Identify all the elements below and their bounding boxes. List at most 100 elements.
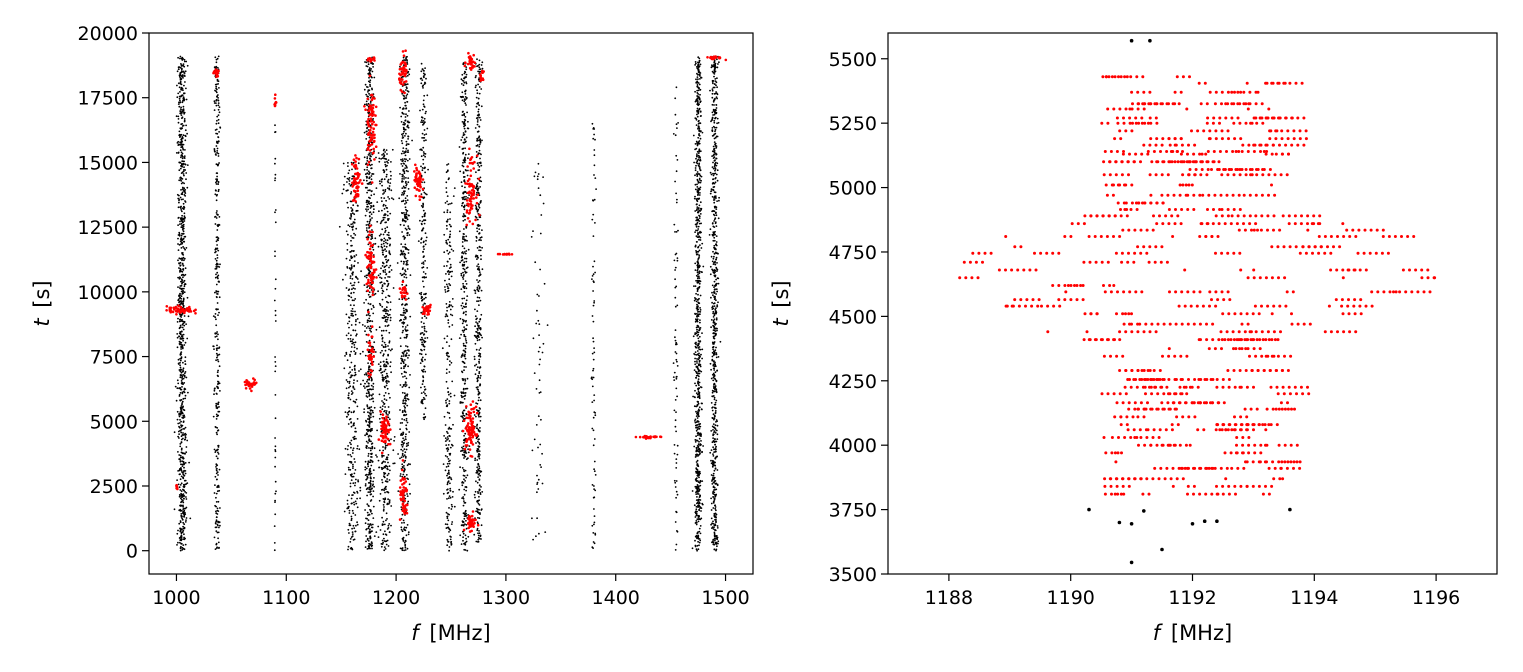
black-data-point [179, 413, 182, 416]
black-data-point [404, 197, 407, 200]
black-data-point [405, 213, 408, 216]
black-data-point [401, 231, 403, 233]
black-data-point [177, 529, 179, 532]
black-data-point [403, 470, 405, 473]
black-data-point [357, 479, 359, 481]
black-data-point [458, 337, 461, 339]
black-data-point [349, 217, 351, 220]
black-data-point [462, 267, 465, 270]
black-data-point [386, 226, 389, 229]
black-data-point [401, 549, 404, 552]
black-data-point [182, 320, 185, 323]
black-data-point [452, 195, 455, 198]
black-data-point [182, 287, 185, 290]
black-data-point [592, 337, 594, 340]
black-data-point [176, 333, 179, 335]
black-data-point [385, 173, 388, 176]
black-data-point [183, 160, 186, 163]
black-data-point [177, 56, 180, 59]
black-data-point [406, 324, 409, 327]
black-data-point [387, 159, 390, 162]
black-data-point [368, 92, 370, 95]
black-data-point [180, 348, 183, 350]
black-data-point [350, 390, 353, 392]
black-data-point [345, 379, 348, 381]
black-data-point [384, 392, 387, 394]
black-data-point [477, 290, 480, 293]
black-data-point [383, 208, 386, 210]
black-data-point [383, 237, 386, 240]
black-data-point [446, 523, 449, 526]
black-data-point [180, 498, 183, 501]
black-data-point [215, 212, 218, 214]
black-data-point [480, 239, 482, 242]
black-data-point [404, 546, 407, 549]
black-data-point [425, 330, 428, 333]
black-data-point [346, 322, 349, 325]
black-data-point [448, 305, 450, 308]
black-data-point [406, 232, 409, 235]
black-data-point [475, 348, 478, 351]
black-data-point [216, 229, 219, 231]
black-data-point [181, 191, 184, 194]
black-data-point [477, 83, 479, 86]
black-data-point [350, 517, 353, 520]
black-data-point [463, 208, 466, 211]
black-data-point [541, 351, 544, 354]
black-data-point [380, 334, 383, 337]
black-data-point [181, 224, 184, 227]
black-data-point [377, 525, 380, 528]
black-data-point [178, 332, 181, 335]
black-data-point [215, 259, 218, 262]
black-data-point [349, 250, 352, 253]
black-data-point [181, 143, 183, 146]
black-data-point [423, 302, 426, 305]
black-data-point [363, 179, 365, 182]
black-data-point [181, 74, 184, 76]
black-data-point [405, 427, 408, 430]
black-data-point [388, 479, 391, 481]
black-data-point [420, 62, 423, 65]
black-data-point [385, 241, 387, 244]
black-data-point [407, 138, 409, 140]
black-data-point [367, 189, 370, 192]
black-data-point [184, 371, 187, 373]
black-data-point [178, 433, 181, 435]
black-data-point [176, 410, 179, 413]
black-data-point [183, 257, 186, 260]
black-data-point [380, 277, 383, 280]
black-data-point [385, 465, 387, 467]
black-data-point [348, 169, 351, 172]
black-data-point [446, 539, 449, 541]
black-data-point [402, 314, 405, 316]
black-data-point [594, 414, 597, 417]
black-data-point [380, 158, 382, 160]
black-data-point [177, 276, 180, 279]
black-data-point [217, 265, 219, 268]
black-data-point [446, 398, 449, 400]
black-data-point [475, 237, 478, 239]
black-data-point [478, 228, 481, 231]
black-data-point [475, 240, 478, 242]
black-data-point [180, 154, 183, 156]
black-data-point [408, 121, 411, 124]
black-data-point [359, 368, 362, 371]
black-data-point [399, 475, 402, 477]
black-data-point [446, 306, 448, 309]
black-data-point [383, 523, 386, 526]
black-data-point [217, 118, 220, 121]
black-data-point [184, 135, 187, 138]
black-data-point [462, 504, 465, 507]
black-data-point [473, 289, 476, 292]
black-data-point [593, 508, 595, 510]
black-data-point [366, 475, 369, 478]
black-data-point [183, 285, 186, 288]
black-data-point [384, 204, 387, 207]
black-data-point [217, 181, 220, 184]
black-data-point [403, 402, 405, 405]
black-data-point [476, 425, 478, 427]
black-data-point [463, 434, 465, 437]
black-data-point [404, 236, 406, 239]
black-data-point [354, 530, 357, 533]
black-data-point [179, 161, 182, 164]
